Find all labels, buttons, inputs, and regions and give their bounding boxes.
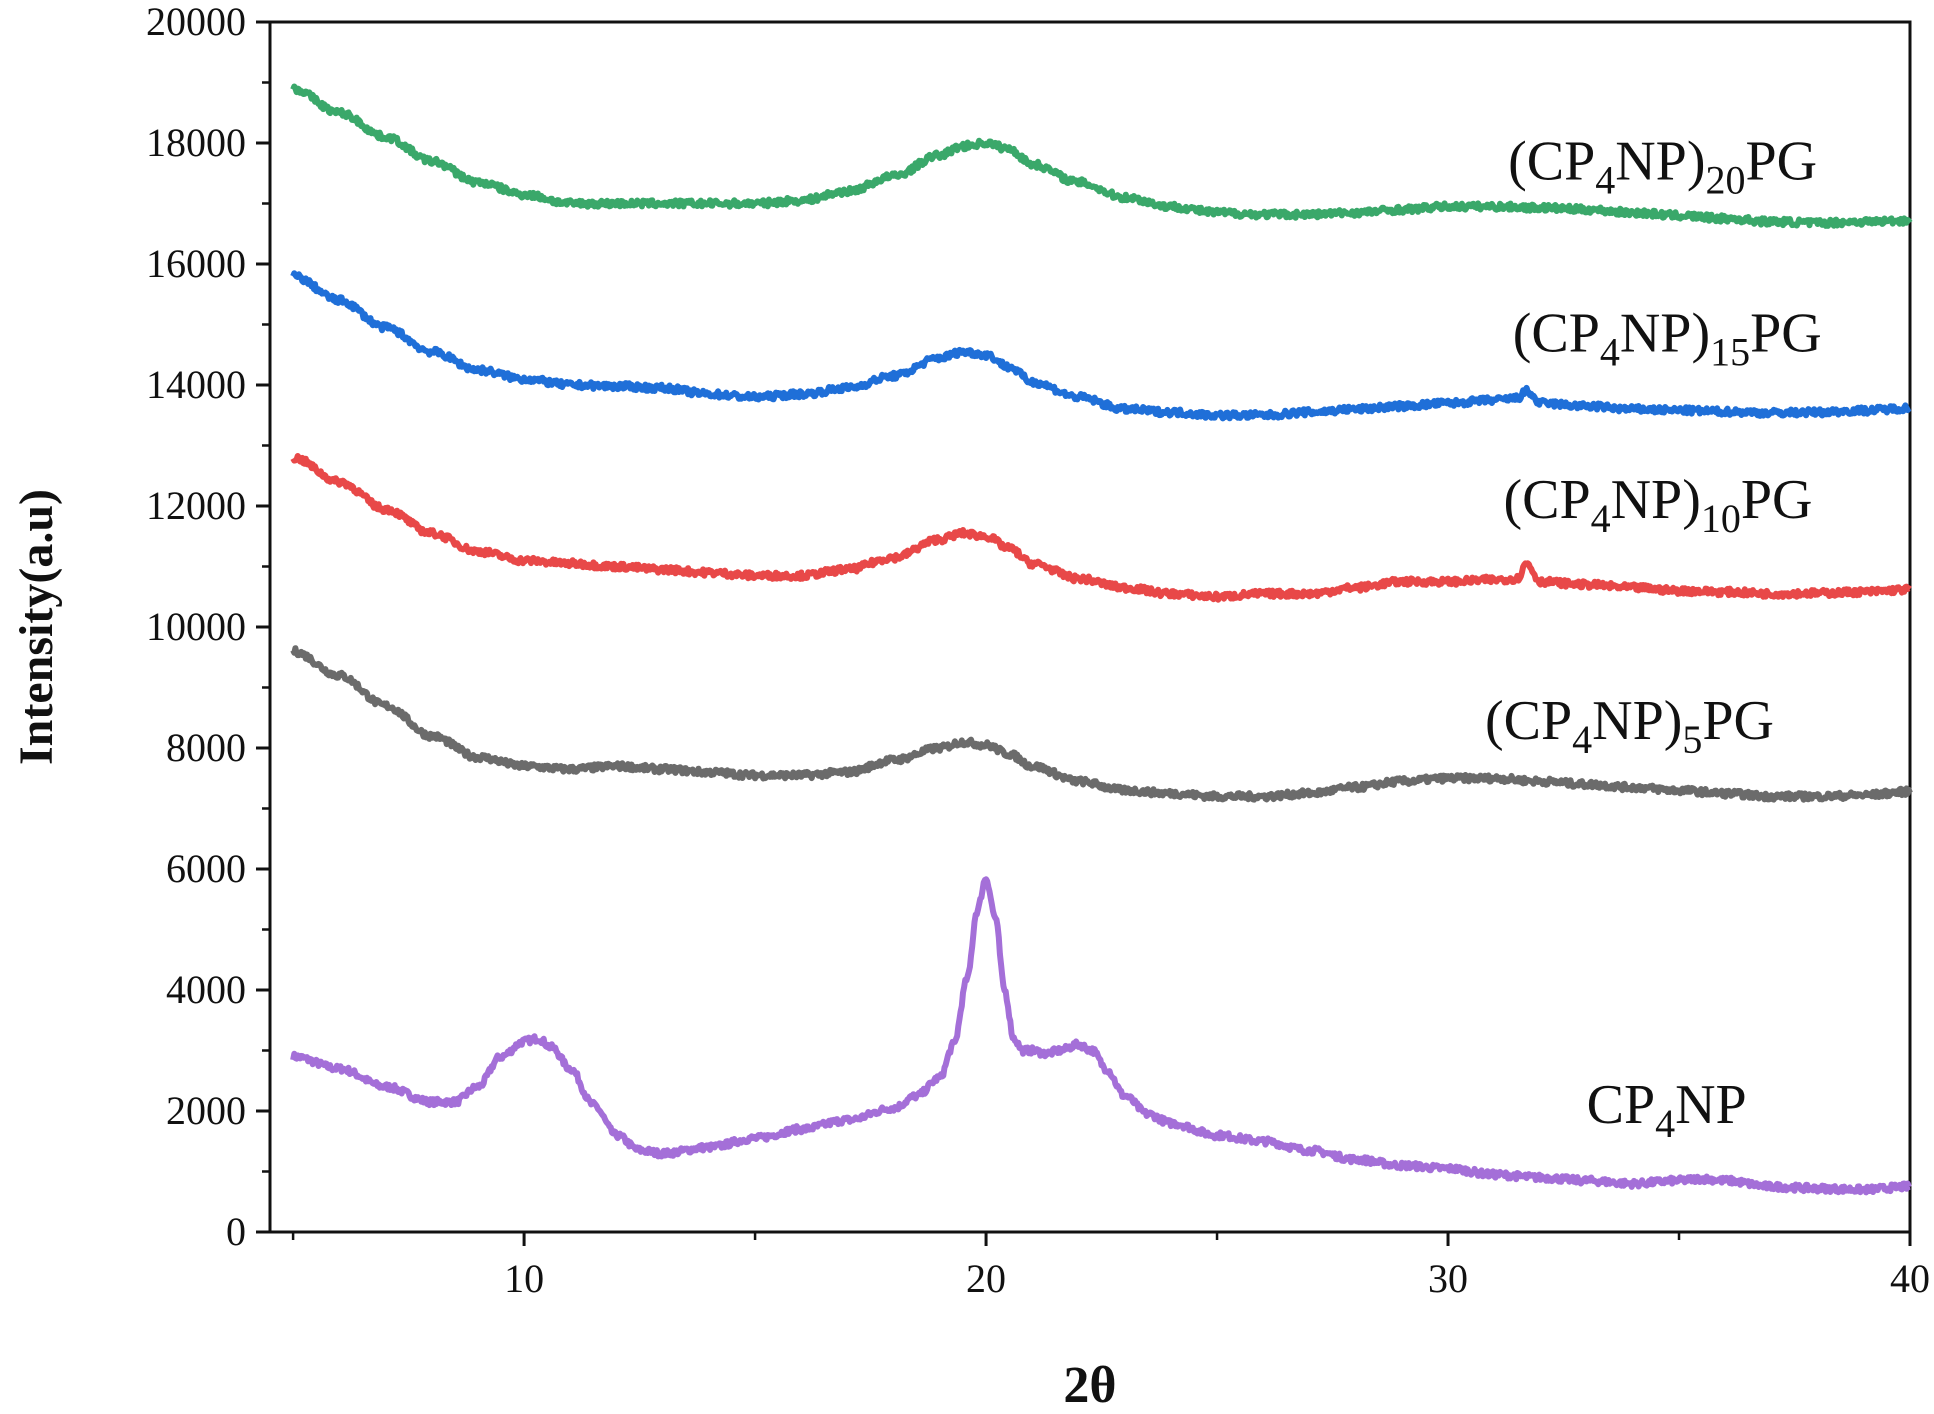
label-text: NP) (1615, 130, 1705, 192)
series-label-1: (CP4NP)5PG (1485, 690, 1774, 762)
label-subscript: 4 (1600, 330, 1620, 375)
label-text: NP) (1611, 469, 1701, 531)
label-subscript: 4 (1655, 1101, 1675, 1146)
label-text: PG (1741, 469, 1813, 531)
label-subscript: 4 (1595, 157, 1615, 202)
label-text: NP) (1592, 690, 1682, 752)
label-text: (CP (1503, 469, 1590, 531)
x-axis-ticks: 10 20 30 40 (291, 1232, 1930, 1301)
label-text: CP (1587, 1074, 1656, 1136)
y-tick-label: 8000 (166, 725, 246, 770)
y-tick-label: 12000 (146, 483, 246, 528)
y-tick-label: 0 (226, 1209, 246, 1254)
label-text: PG (1750, 303, 1822, 365)
label-text: (CP (1513, 303, 1600, 365)
label-subscript: 15 (1710, 330, 1750, 375)
x-tick-label: 30 (1428, 1256, 1468, 1301)
series-layer (290, 83, 1913, 1196)
series-labels: CP4NP(CP4NP)5PG(CP4NP)10PG(CP4NP)15PG(CP… (1485, 130, 1822, 1146)
y-tick-label: 18000 (146, 120, 246, 165)
y-tick-label: 2000 (166, 1088, 246, 1133)
series-label-4: (CP4NP)20PG (1508, 130, 1817, 202)
series-line-4 (290, 83, 1913, 229)
series-label-2: (CP4NP)10PG (1503, 469, 1812, 541)
y-tick-label: 6000 (166, 846, 246, 891)
series-label-0: CP4NP (1587, 1074, 1747, 1146)
y-tick-label: 16000 (146, 241, 246, 286)
series-line-2 (290, 453, 1912, 603)
label-subscript: 5 (1682, 717, 1702, 762)
label-subscript: 10 (1701, 496, 1741, 541)
label-subscript: 4 (1572, 717, 1592, 762)
x-tick-label: 20 (966, 1256, 1006, 1301)
label-subscript: 20 (1705, 157, 1745, 202)
label-text: (CP (1508, 130, 1595, 192)
label-text: NP) (1620, 303, 1710, 365)
label-text: PG (1702, 690, 1774, 752)
y-tick-label: 14000 (146, 362, 246, 407)
series-line-0 (290, 876, 1912, 1196)
x-tick-label: 10 (504, 1256, 544, 1301)
y-tick-label: 4000 (166, 967, 246, 1012)
label-text: PG (1745, 130, 1817, 192)
series-label-3: (CP4NP)15PG (1513, 303, 1822, 375)
series-line-3 (290, 270, 1912, 422)
x-tick-label: 40 (1890, 1256, 1930, 1301)
label-subscript: 4 (1591, 496, 1611, 541)
y-axis-title: Intensity(a.u) (10, 489, 63, 765)
x-axis-title: 2θ (1063, 1357, 1116, 1414)
y-axis-ticks: 0 2000 4000 6000 8000 10000 12000 14000 16000 180… (146, 0, 270, 1254)
y-tick-label: 10000 (146, 604, 246, 649)
series-line-1 (290, 645, 1913, 803)
y-tick-label: 20000 (146, 0, 246, 44)
label-text: NP (1675, 1074, 1747, 1136)
label-text: (CP (1485, 690, 1572, 752)
